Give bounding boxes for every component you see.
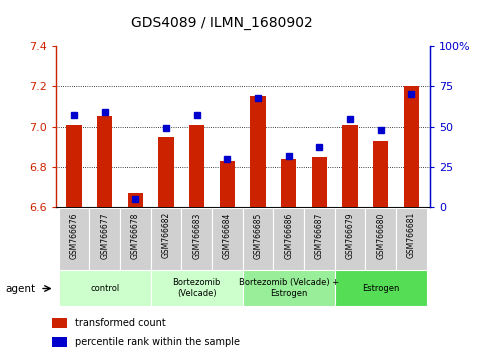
Text: GSM766686: GSM766686 (284, 212, 293, 258)
Bar (128, 193, 143, 207)
Bar (52, 318, 67, 328)
Text: GSM766684: GSM766684 (223, 212, 232, 258)
Bar (404, 86, 419, 207)
Text: GSM766681: GSM766681 (407, 212, 416, 258)
Text: GSM766682: GSM766682 (161, 212, 170, 258)
Text: transformed count: transformed count (75, 318, 166, 328)
Text: GSM766679: GSM766679 (346, 212, 355, 259)
Text: GSM766683: GSM766683 (192, 212, 201, 258)
Text: Bortezomib (Velcade) +
Estrogen: Bortezomib (Velcade) + Estrogen (239, 279, 339, 298)
Text: control: control (90, 284, 119, 293)
Bar (151, 270, 243, 306)
Bar (58, 208, 89, 271)
Bar (97, 116, 113, 207)
Bar (120, 208, 151, 271)
Bar (304, 208, 335, 271)
Bar (373, 141, 388, 207)
Text: GSM766680: GSM766680 (376, 212, 385, 258)
Text: GSM766687: GSM766687 (315, 212, 324, 258)
Bar (66, 125, 82, 207)
Bar (52, 337, 67, 347)
Bar (58, 270, 151, 306)
Text: GSM766676: GSM766676 (70, 212, 78, 259)
Bar (243, 208, 273, 271)
Bar (212, 208, 243, 271)
Bar (366, 208, 396, 271)
Bar (335, 270, 427, 306)
Bar (281, 159, 297, 207)
Bar (181, 208, 212, 271)
Text: Bortezomib
(Velcade): Bortezomib (Velcade) (172, 279, 221, 298)
Bar (243, 270, 335, 306)
Bar (342, 125, 358, 207)
Text: percentile rank within the sample: percentile rank within the sample (75, 337, 241, 347)
Text: agent: agent (6, 284, 36, 293)
Bar (189, 125, 204, 207)
Text: GSM766677: GSM766677 (100, 212, 109, 259)
Text: GDS4089 / ILMN_1680902: GDS4089 / ILMN_1680902 (131, 16, 313, 30)
Text: GSM766685: GSM766685 (254, 212, 263, 258)
Text: Estrogen: Estrogen (362, 284, 399, 293)
Text: GSM766678: GSM766678 (131, 212, 140, 258)
Bar (250, 96, 266, 207)
Bar (151, 208, 181, 271)
Bar (312, 157, 327, 207)
Bar (335, 208, 366, 271)
Bar (220, 161, 235, 207)
Bar (396, 208, 427, 271)
Bar (273, 208, 304, 271)
Bar (158, 137, 174, 207)
Bar (89, 208, 120, 271)
